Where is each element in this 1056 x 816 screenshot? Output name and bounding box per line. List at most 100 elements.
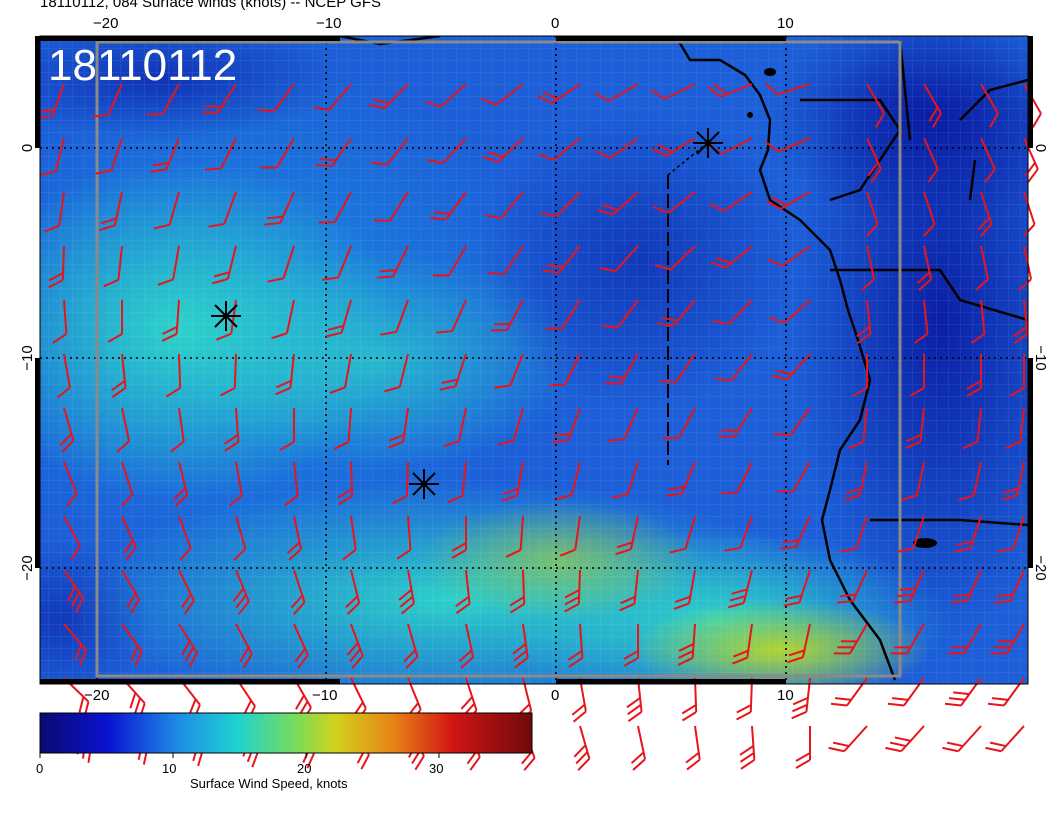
wind-barb (833, 623, 868, 655)
wind-barb-shape (897, 515, 925, 553)
wind-barb (286, 515, 303, 561)
wind-barb-shape (233, 515, 247, 561)
wind-barb-shape (830, 677, 868, 707)
wind-barb (865, 191, 879, 237)
wind-barb (494, 353, 524, 389)
wind-barb (1005, 407, 1025, 450)
wind-barb-shape (313, 83, 352, 112)
colorbar-ticks (39, 753, 440, 758)
wind-barb (714, 353, 753, 382)
wind-barb-shape (392, 461, 409, 505)
wind-barb (673, 569, 696, 610)
wind-barb-shape (257, 83, 295, 113)
wind-barb (623, 624, 639, 667)
wind-barb (260, 137, 295, 169)
wind-barb (894, 569, 925, 604)
wind-barb-shape (866, 137, 882, 183)
wind-barb-shape (403, 623, 419, 669)
wind-barb-shape (552, 407, 581, 444)
wind-barb (548, 353, 581, 387)
top-lon-label: 10 (777, 15, 794, 32)
wind-barb-shape (894, 569, 925, 604)
wind-barb-shape (615, 515, 639, 556)
wind-barb (1022, 191, 1036, 237)
wind-barb-shape (887, 677, 925, 707)
right-lat-label: 0 (1032, 144, 1049, 152)
wind-barb (228, 461, 243, 507)
wind-barb (901, 461, 925, 502)
wind-barb (890, 623, 925, 655)
wind-barb (376, 245, 409, 279)
wind-barb-shape (990, 623, 1025, 655)
wind-barb-shape (111, 353, 127, 399)
wind-barb (150, 137, 180, 173)
wind-barb-shape (951, 569, 982, 604)
wind-barb (654, 245, 696, 271)
wind-barb-shape (157, 245, 180, 286)
wind-barb-shape (271, 299, 295, 340)
wind-barb-shape (178, 515, 192, 561)
wind-barb-shape (540, 191, 581, 218)
wind-barb-shape (63, 569, 84, 614)
wind-barb (48, 245, 65, 289)
wind-barb-shape (865, 191, 879, 237)
wind-barb (505, 515, 524, 558)
wind-barb (837, 569, 868, 604)
left-lat-label: −10 (19, 345, 36, 370)
wind-barb-shape (439, 353, 467, 391)
wind-barb-shape (1022, 191, 1036, 237)
wind-barb (601, 299, 639, 329)
wind-barb (346, 623, 364, 669)
wind-barb (852, 354, 868, 397)
islands (747, 68, 937, 548)
wind-barb (564, 569, 581, 613)
wind-barb-shape (840, 515, 868, 553)
wind-barb (887, 677, 925, 707)
wind-barb (958, 461, 982, 502)
wind-barb (987, 677, 1025, 707)
wind-barb-shape (669, 515, 696, 554)
wind-barb-shape (650, 83, 696, 100)
wind-barb (885, 725, 925, 753)
wind-barb-shape (99, 191, 123, 232)
wind-barb-shape (837, 569, 868, 604)
wind-barb-shape (536, 83, 581, 104)
bottom-lon-label: −10 (312, 687, 337, 704)
wind-barb (536, 83, 581, 104)
wind-barb (567, 623, 584, 668)
wind-barb-shape (279, 408, 295, 451)
wind-barb (271, 299, 295, 340)
wind-barb (994, 569, 1025, 604)
wind-barb (59, 407, 75, 453)
wind-barb-shape (714, 353, 753, 382)
wind-barb (329, 353, 352, 394)
wind-barb (232, 569, 250, 615)
wind-barb (626, 677, 643, 723)
wind-barb (52, 299, 68, 344)
wind-barb (595, 137, 639, 159)
wind-barb (773, 407, 811, 437)
wind-barb-shape (121, 623, 143, 667)
wind-barb (608, 407, 639, 442)
wind-barb (666, 461, 696, 497)
wind-barb-shape (380, 299, 409, 336)
wind-barb-shape (490, 299, 524, 332)
wind-barb-shape (342, 515, 357, 561)
wind-barb-shape (373, 191, 409, 222)
wind-barb-shape (487, 245, 524, 276)
wind-barb (178, 623, 198, 668)
wind-barb-shape (345, 569, 361, 615)
wind-barb-shape (48, 245, 65, 289)
wind-barb-shape (573, 725, 591, 771)
wind-barb (966, 354, 982, 397)
wind-barb (290, 569, 306, 615)
wind-barb (1023, 137, 1039, 183)
wind-barb (116, 407, 131, 453)
wind-barb-shape (654, 245, 696, 271)
wind-barb (594, 83, 639, 102)
wind-barb (103, 245, 123, 288)
wind-barb (509, 569, 526, 614)
wind-barb-shape (318, 191, 352, 224)
wind-barb (92, 83, 123, 118)
wind-barb (161, 299, 180, 342)
